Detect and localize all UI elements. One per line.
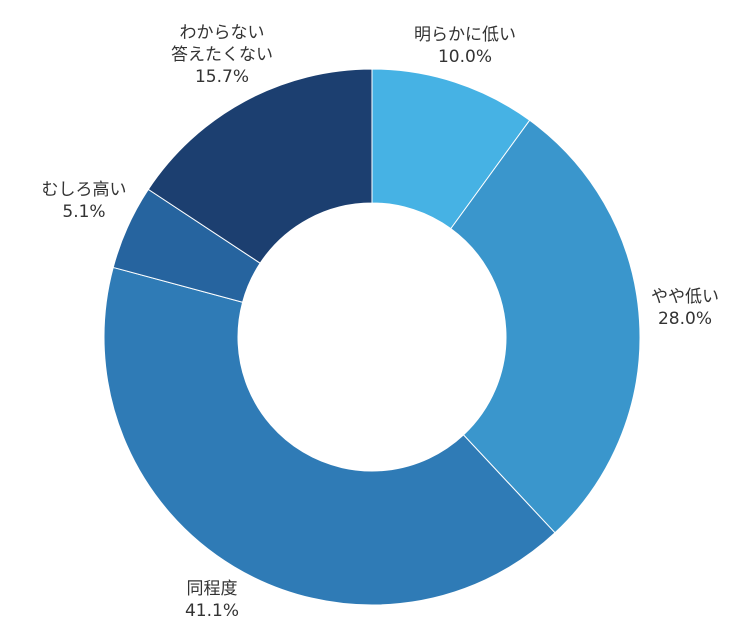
value-label-3: 41.1% <box>185 601 239 621</box>
category-label-2: やや低い <box>651 287 719 307</box>
value-label-1: 10.0% <box>438 47 492 67</box>
category-label-5: 答えたくない <box>171 45 273 65</box>
value-label-2: 28.0% <box>658 309 712 329</box>
category-label-1: 明らかに低い <box>414 25 516 45</box>
value-label-4: 5.1% <box>62 202 105 222</box>
slices-group <box>103 68 641 606</box>
slice-5 <box>147 68 373 264</box>
slice-3 <box>103 266 556 606</box>
category-label-5: わからない <box>180 23 265 43</box>
category-label-4: むしろ高い <box>42 180 127 200</box>
slice-2 <box>450 119 641 534</box>
value-label-5: 15.7% <box>195 67 249 87</box>
category-label-3: 同程度 <box>187 579 238 599</box>
